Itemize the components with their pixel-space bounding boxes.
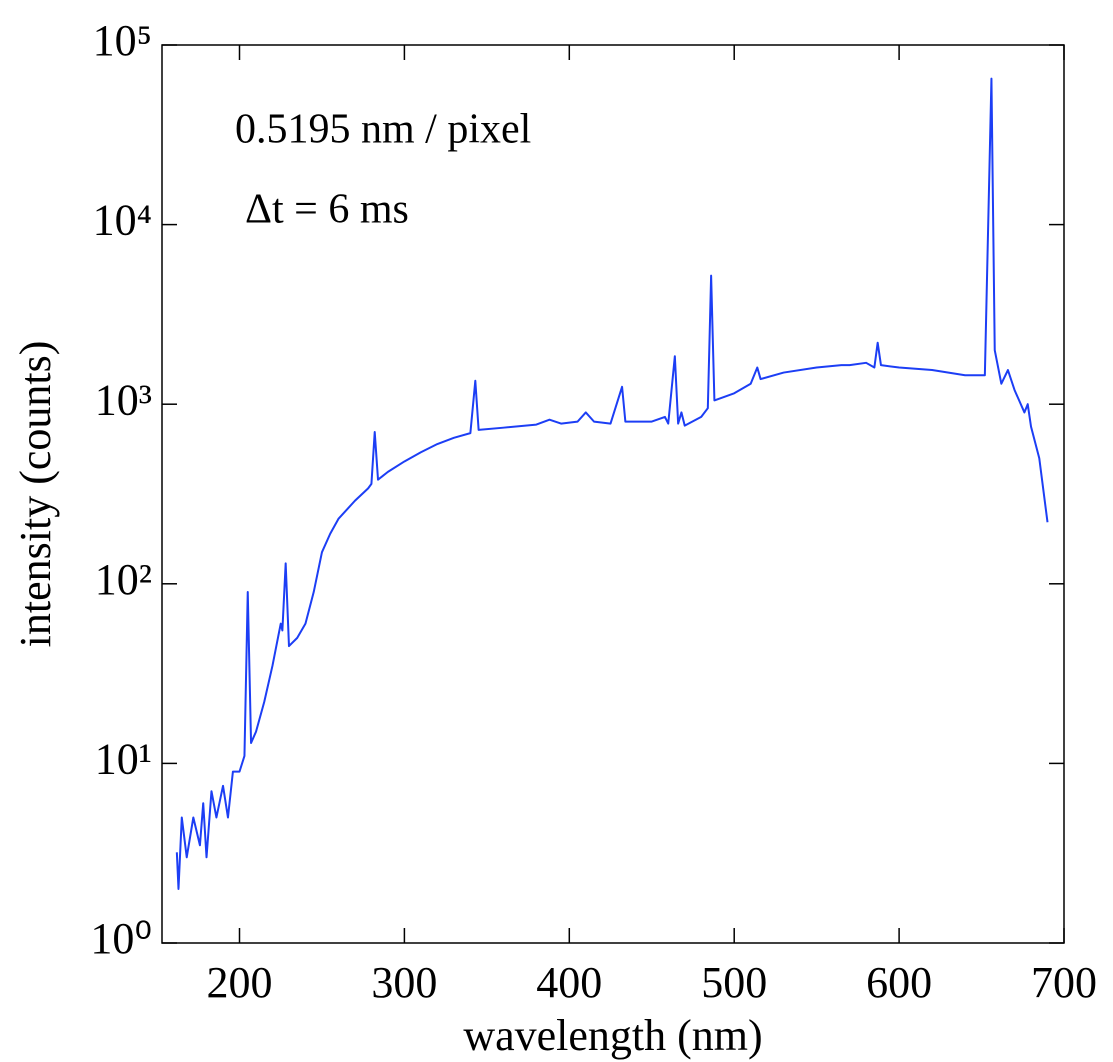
y-tick-label: 10² — [95, 555, 152, 604]
x-tick-label: 500 — [701, 958, 767, 1007]
y-tick-label: 10¹ — [95, 734, 152, 783]
spectrum-line — [175, 77, 1049, 890]
x-tick-label: 400 — [536, 958, 602, 1007]
y-tick-label: 10⁴ — [93, 196, 152, 245]
x-axis-label: wavelength (nm) — [463, 1011, 762, 1060]
x-tick-label: 700 — [1031, 958, 1097, 1007]
x-tick-label: 600 — [866, 958, 932, 1007]
x-tick-label: 300 — [371, 958, 437, 1007]
annotation: 0.5195 nm / pixel — [235, 107, 531, 153]
y-tick-label: 10⁰ — [90, 914, 152, 963]
y-tick-label: 10⁵ — [93, 16, 152, 65]
annotation: Δt = 6 ms — [245, 187, 409, 233]
x-tick-label: 200 — [207, 958, 273, 1007]
y-tick-label: 10³ — [95, 375, 152, 424]
y-axis-label: intensity (counts) — [11, 341, 60, 648]
plot-frame — [161, 44, 1065, 944]
